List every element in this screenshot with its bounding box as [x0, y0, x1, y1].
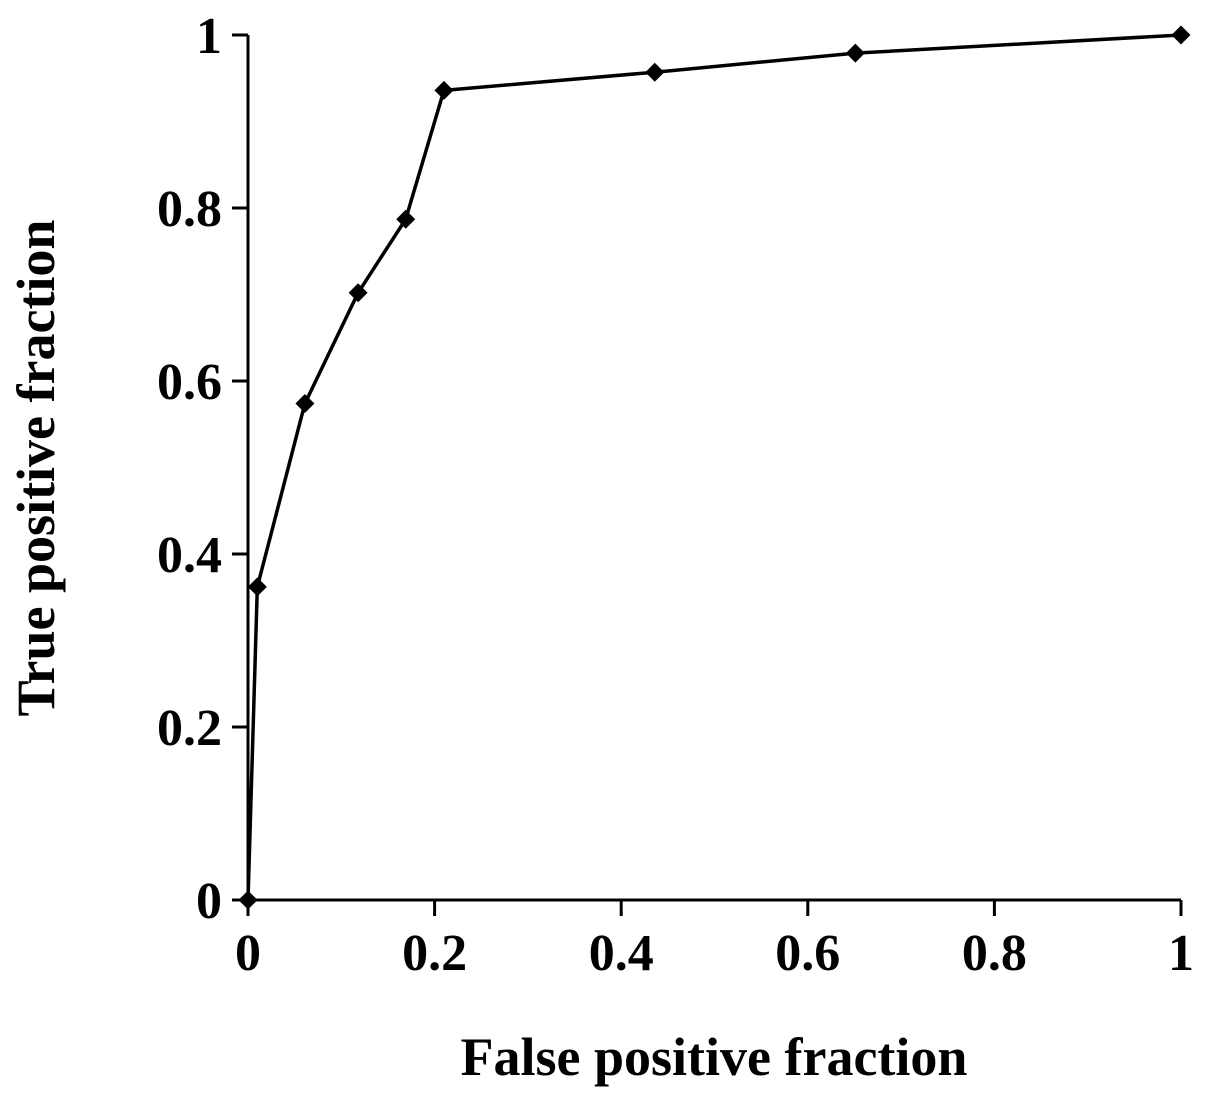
y-axis-title: True positive fraction	[6, 220, 66, 717]
x-tick-label: 0	[235, 925, 261, 982]
data-point-marker	[845, 43, 865, 63]
x-tick-label: 0.8	[962, 925, 1027, 982]
x-tick-label: 1	[1168, 925, 1194, 982]
data-point-marker	[434, 80, 454, 100]
data-point-marker	[645, 62, 665, 82]
y-tick-label: 0	[196, 873, 222, 930]
data-point-marker	[396, 209, 416, 229]
y-tick-label: 0.8	[157, 181, 222, 238]
x-axis-ticks: 0 0.2 0.4 0.6 0.8 1	[235, 900, 1194, 982]
axes	[246, 35, 1181, 902]
data-point-marker	[238, 890, 258, 910]
data-point-marker	[247, 577, 267, 597]
data-point-marker	[295, 393, 315, 413]
x-tick-label: 0.4	[589, 925, 654, 982]
x-tick-label: 0.6	[775, 925, 840, 982]
series-layer	[238, 25, 1191, 910]
data-point-marker	[348, 283, 368, 303]
x-tick-label: 0.2	[402, 925, 467, 982]
data-point-marker	[1171, 25, 1191, 45]
y-axis-ticks: 0 0.2 0.4 0.6 0.8 1	[157, 8, 248, 930]
series-line	[246, 33, 1182, 901]
y-tick-label: 1	[196, 8, 222, 65]
x-axis-title: False positive fraction	[461, 1027, 968, 1087]
y-tick-label: 0.2	[157, 700, 222, 757]
y-tick-label: 0.6	[157, 354, 222, 411]
y-tick-label: 0.4	[157, 527, 222, 584]
